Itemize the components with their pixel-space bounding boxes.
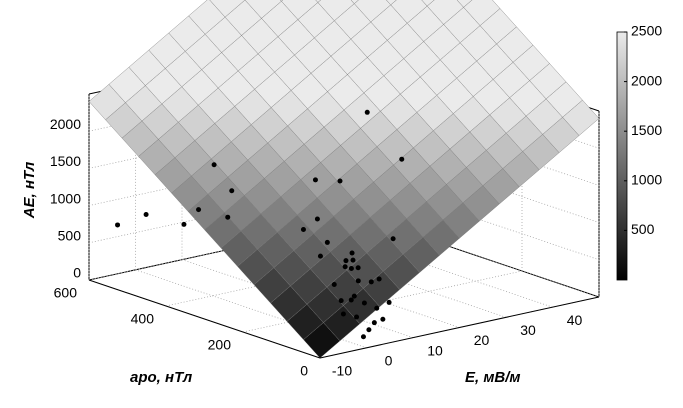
y-tick-label: 0 <box>300 363 308 379</box>
x-tick-label: 20 <box>474 332 490 348</box>
colorbar-tick-label: 500 <box>631 221 655 237</box>
x-tick-label: 40 <box>567 312 583 328</box>
data-point <box>386 299 392 305</box>
x-tick-label: 30 <box>520 322 536 338</box>
data-point <box>348 297 354 303</box>
surface-cell <box>421 0 435 7</box>
axis-edge <box>319 296 600 359</box>
colorbar-tick-label: 1000 <box>631 172 662 188</box>
data-point <box>300 227 306 233</box>
data-point <box>374 305 380 311</box>
y-tick-label: 200 <box>208 337 232 353</box>
data-point <box>314 216 320 222</box>
data-point <box>364 109 370 115</box>
colorbar-tick-label: 1500 <box>631 122 662 138</box>
z-tick-label: 500 <box>58 228 82 244</box>
data-point <box>399 156 405 162</box>
colorbar-tick-label: 2500 <box>631 23 662 39</box>
data-point <box>343 258 349 264</box>
data-point <box>211 162 217 168</box>
data-point <box>225 214 231 220</box>
x-axis-label: E, мВ/м <box>465 369 521 386</box>
data-point <box>115 222 121 228</box>
data-point <box>340 311 346 317</box>
surface-cell <box>224 0 262 36</box>
surface-cell <box>315 0 321 3</box>
data-point <box>229 188 235 194</box>
colorbar <box>616 31 628 281</box>
data-point <box>348 266 354 272</box>
data-point <box>366 327 372 333</box>
surface-cell <box>463 0 501 26</box>
colorbar-tick-label: 2000 <box>631 72 662 88</box>
data-point <box>317 253 323 259</box>
z-tick-label: 1000 <box>50 190 81 206</box>
surface-cell <box>209 0 246 18</box>
surface-cell <box>280 0 284 2</box>
data-point <box>338 298 344 304</box>
data-point <box>350 257 356 263</box>
data-point <box>361 300 367 306</box>
data-point <box>143 212 149 218</box>
data-point <box>181 221 187 227</box>
data-point <box>368 279 374 285</box>
x-tick-label: 0 <box>385 353 393 369</box>
surface-cell <box>188 0 226 35</box>
y-tick-label: 400 <box>131 311 155 327</box>
data-point <box>331 282 337 288</box>
y-axis-label: apo, нТл <box>130 369 193 386</box>
data-point <box>376 276 382 282</box>
data-point <box>355 278 361 284</box>
data-point <box>355 265 361 271</box>
surface-cell <box>390 0 428 24</box>
data-point <box>360 334 366 340</box>
x-tick-label: -10 <box>332 363 352 379</box>
x-tick-label: 10 <box>427 342 443 358</box>
data-point <box>342 264 348 270</box>
data-point <box>390 236 396 242</box>
surface-cell <box>354 0 391 23</box>
surface-cell <box>426 0 464 25</box>
z-tick-label: 2000 <box>50 116 81 132</box>
surface-cell <box>244 0 282 19</box>
y-tick-label: 600 <box>54 285 78 301</box>
surface-cell <box>281 0 319 20</box>
grid-line <box>242 270 523 333</box>
axis-edge <box>88 279 321 359</box>
data-point <box>354 314 360 320</box>
z-tick-label: 0 <box>73 265 81 281</box>
surface-cell <box>386 0 397 6</box>
data-point <box>349 250 355 256</box>
data-point <box>351 293 357 299</box>
surface-cell <box>456 0 473 8</box>
data-point <box>312 177 318 183</box>
data-point <box>371 320 377 326</box>
z-axis-label: AE, нТл <box>21 161 38 219</box>
data-point <box>337 178 343 184</box>
data-point <box>380 316 386 322</box>
data-point <box>324 239 330 245</box>
surface-cell <box>317 0 355 22</box>
surface-cell <box>350 0 359 4</box>
z-tick-label: 1500 <box>50 153 81 169</box>
data-point <box>196 207 202 213</box>
